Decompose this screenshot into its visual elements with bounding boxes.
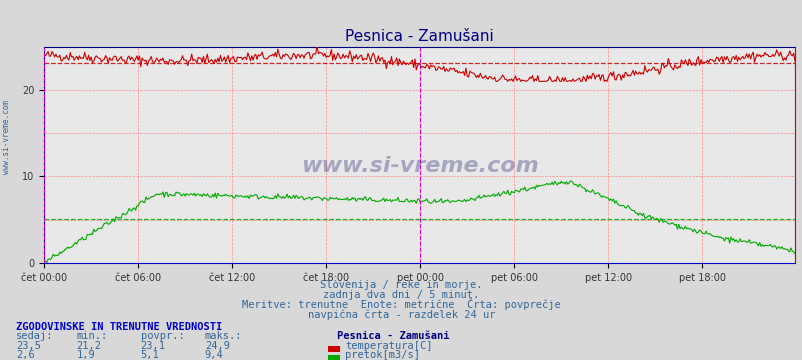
Text: 2,6: 2,6 (16, 350, 34, 360)
Text: 9,4: 9,4 (205, 350, 223, 360)
Text: 24,9: 24,9 (205, 341, 229, 351)
Text: Meritve: trenutne  Enote: metrične  Črta: povprečje: Meritve: trenutne Enote: metrične Črta: … (242, 298, 560, 310)
Text: navpična črta - razdelek 24 ur: navpična črta - razdelek 24 ur (307, 310, 495, 320)
Text: maks.:: maks.: (205, 332, 242, 342)
Text: 21,2: 21,2 (76, 341, 101, 351)
Text: 1,9: 1,9 (76, 350, 95, 360)
Text: Slovenija / reke in morje.: Slovenija / reke in morje. (320, 280, 482, 290)
Text: www.si-vreme.com: www.si-vreme.com (2, 100, 11, 174)
Text: povpr.:: povpr.: (140, 332, 184, 342)
Text: Pesnica - Zamušani: Pesnica - Zamušani (337, 332, 449, 342)
Text: min.:: min.: (76, 332, 107, 342)
Text: www.si-vreme.com: www.si-vreme.com (300, 156, 538, 176)
Text: 5,1: 5,1 (140, 350, 159, 360)
Title: Pesnica - Zamušani: Pesnica - Zamušani (345, 29, 493, 44)
Text: temperatura[C]: temperatura[C] (345, 341, 432, 351)
Text: 23,5: 23,5 (16, 341, 41, 351)
Text: ZGODOVINSKE IN TRENUTNE VREDNOSTI: ZGODOVINSKE IN TRENUTNE VREDNOSTI (16, 323, 222, 333)
Text: zadnja dva dni / 5 minut.: zadnja dva dni / 5 minut. (323, 290, 479, 300)
Text: 23,1: 23,1 (140, 341, 165, 351)
Text: pretok[m3/s]: pretok[m3/s] (345, 350, 419, 360)
Text: sedaj:: sedaj: (16, 332, 54, 342)
